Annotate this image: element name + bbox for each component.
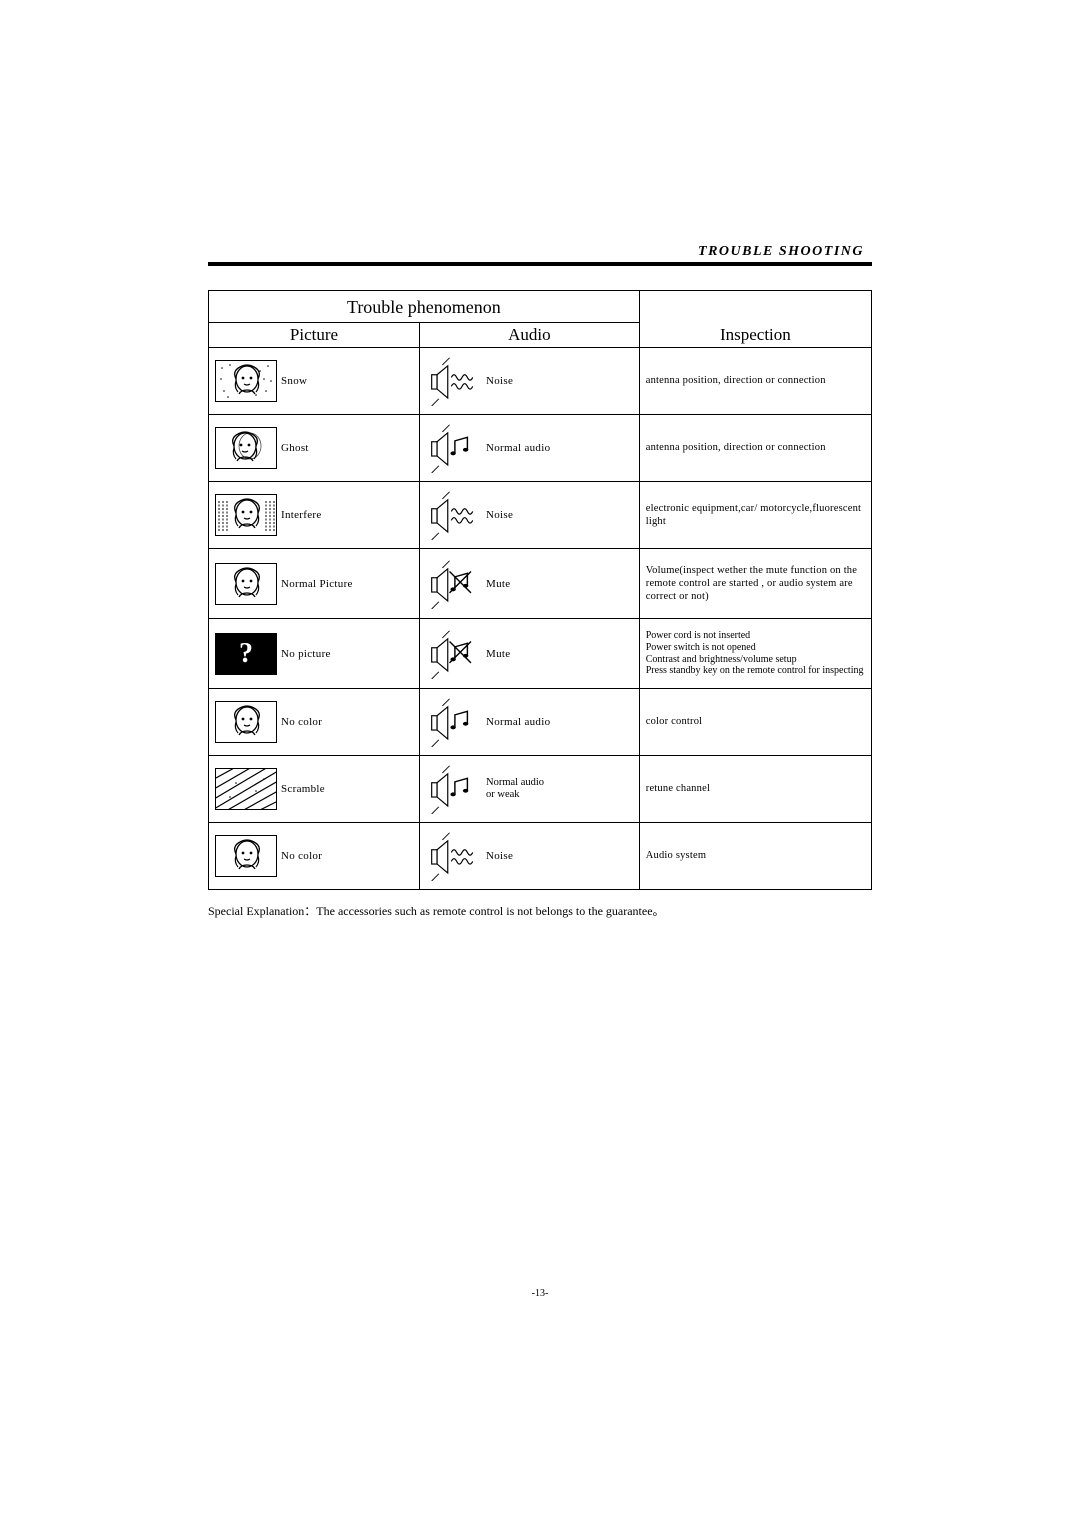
inspection-text: color control (646, 715, 865, 728)
inspection-text: antenna position, direction or connectio… (646, 374, 865, 387)
header-empty (639, 291, 871, 323)
picture-icon: ? (215, 633, 277, 675)
audio-icon (426, 764, 482, 814)
audio-label: Mute (486, 578, 510, 590)
audio-label: Normal audio (486, 442, 550, 454)
title-rule (208, 262, 872, 266)
picture-icon (215, 835, 277, 877)
table-row: No color Noise Audio system (209, 823, 872, 890)
audio-label: Noise (486, 509, 513, 521)
header-picture: Picture (209, 323, 420, 348)
table-row: Snow Noise antenna position, direction or … (209, 348, 872, 415)
audio-label: Normal audioor weak (486, 777, 544, 800)
table-row: No color Normal audio color control (209, 689, 872, 756)
picture-label: No color (281, 716, 322, 728)
picture-icon (215, 563, 277, 605)
audio-icon (426, 559, 482, 609)
audio-label: Mute (486, 648, 510, 660)
audio-icon (426, 629, 482, 679)
page-number: -13- (208, 1288, 872, 1299)
picture-icon (215, 360, 277, 402)
inspection-text: Volume(inspect wether the mute function … (646, 564, 865, 603)
picture-label: Scramble (281, 783, 325, 795)
picture-label: Normal Picture (281, 578, 353, 590)
inspection-text: retune channel (646, 782, 865, 795)
table-row: Ghost Normal audio antenna position, direc… (209, 415, 872, 482)
audio-label: Noise (486, 850, 513, 862)
table-row: Scramble Normal audioor weak retune channe… (209, 756, 872, 823)
picture-icon (215, 427, 277, 469)
picture-label: No picture (281, 648, 331, 660)
audio-label: Noise (486, 375, 513, 387)
picture-label: No color (281, 850, 322, 862)
header-inspection: Inspection (639, 323, 871, 348)
picture-icon (215, 768, 277, 810)
header-audio: Audio (420, 323, 640, 348)
table-row: Normal Picture Mute Volume(inspect wether … (209, 549, 872, 619)
audio-icon (426, 423, 482, 473)
troubleshooting-table: Trouble phenomenon Picture Audio Inspect… (208, 290, 872, 890)
audio-label: Normal audio (486, 716, 550, 728)
picture-label: Snow (281, 375, 307, 387)
picture-icon (215, 494, 277, 536)
inspection-text: Audio system (646, 849, 865, 862)
footnote: Special Explanation：The accessories such… (208, 902, 872, 919)
header-trouble: Trouble phenomenon (209, 291, 640, 323)
picture-label: Ghost (281, 442, 309, 454)
audio-icon (426, 697, 482, 747)
audio-icon (426, 356, 482, 406)
inspection-text: electronic equipment,car/ motorcycle,flu… (646, 502, 865, 528)
picture-label: Interfere (281, 509, 322, 521)
section-title: TROUBLE SHOOTING (208, 244, 872, 260)
audio-icon (426, 831, 482, 881)
inspection-text: antenna position, direction or connectio… (646, 441, 865, 454)
table-row: ? No picture Mute Power cord is not inserte… (209, 619, 872, 689)
table-row: Interfere Noise electronic equipment,car/ … (209, 482, 872, 549)
audio-icon (426, 490, 482, 540)
inspection-text: Power cord is not insertedPower switch i… (646, 630, 865, 677)
picture-icon (215, 701, 277, 743)
